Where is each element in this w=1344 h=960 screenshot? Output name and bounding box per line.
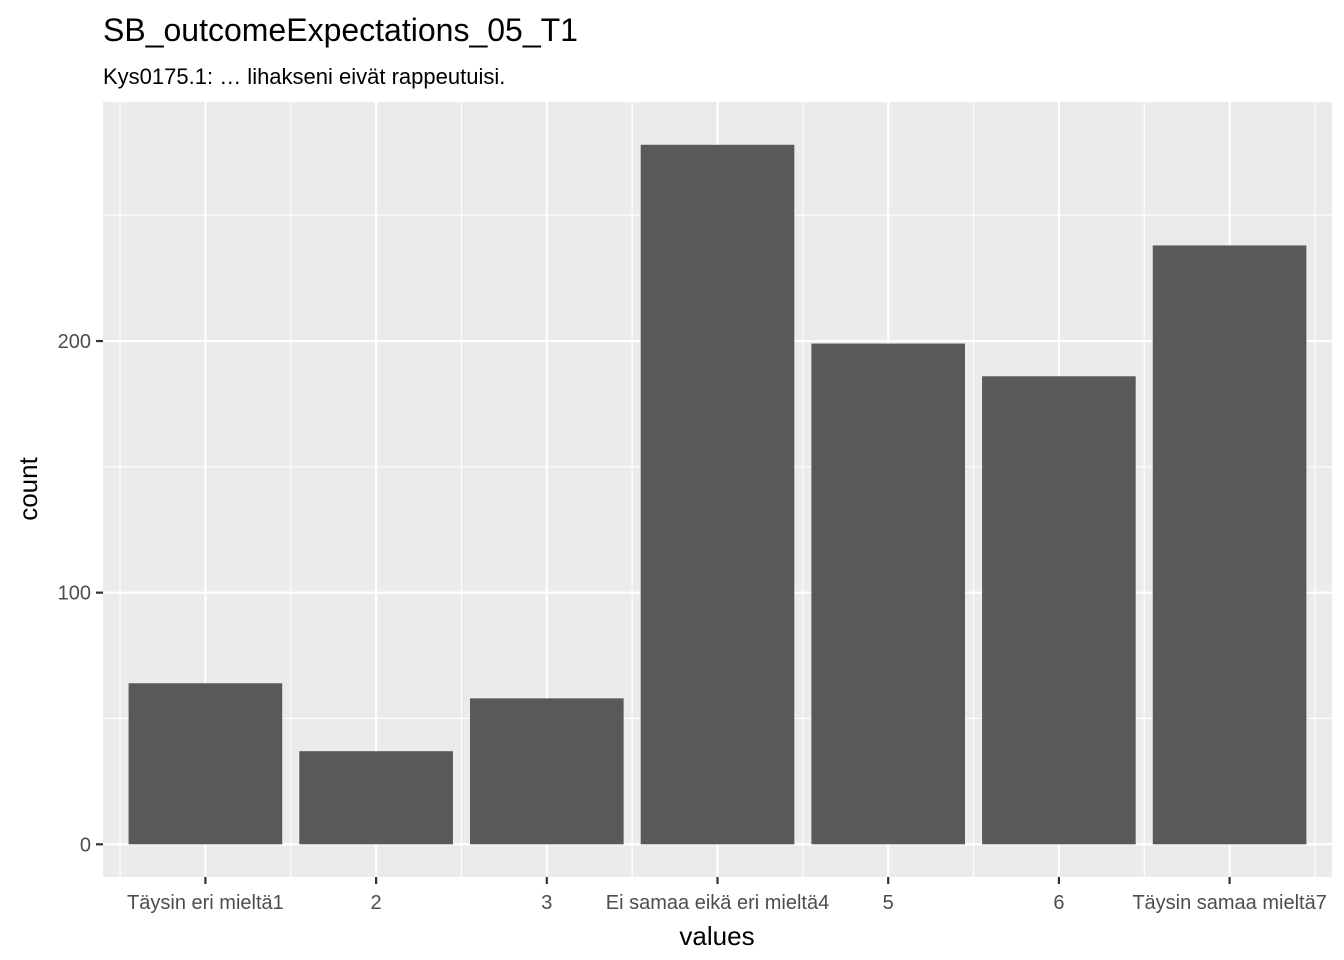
bar-7 [1152,245,1307,845]
y-axis-title: count [13,456,43,520]
bar-5 [811,343,966,845]
bar-2 [299,751,453,845]
bar-3 [469,698,624,845]
y-axis-ticks: 0 100 200 [58,331,103,856]
bar-4 [640,144,795,845]
bars [128,144,1307,845]
x-tick-label-1: 2 [371,892,382,914]
bar-1 [128,683,283,845]
chart-title: SB_outcomeExpectations_05_T1 [103,12,578,48]
x-tick-label-3: Ei samaa eikä eri mieltä4 [606,892,829,914]
bar-6 [982,376,1136,845]
x-axis-title: values [679,921,754,951]
x-tick-label-2: 3 [541,892,552,914]
y-tick-label-2: 200 [58,331,91,353]
x-tick-label-4: 5 [883,892,894,914]
x-tick-label-6: Täysin samaa mieltä7 [1132,892,1327,914]
y-tick-label-1: 100 [58,583,91,605]
x-tick-label-5: 6 [1053,892,1064,914]
x-axis-ticks: Täysin eri mieltä1 2 3 Ei samaa eikä eri mi… [127,877,1327,914]
chart-subtitle: Kys0175.1: … lihakseni eivät rappeutuisi… [103,64,505,89]
x-tick-label-0: Täysin eri mieltä1 [127,892,284,914]
y-tick-label-0: 0 [80,834,91,856]
